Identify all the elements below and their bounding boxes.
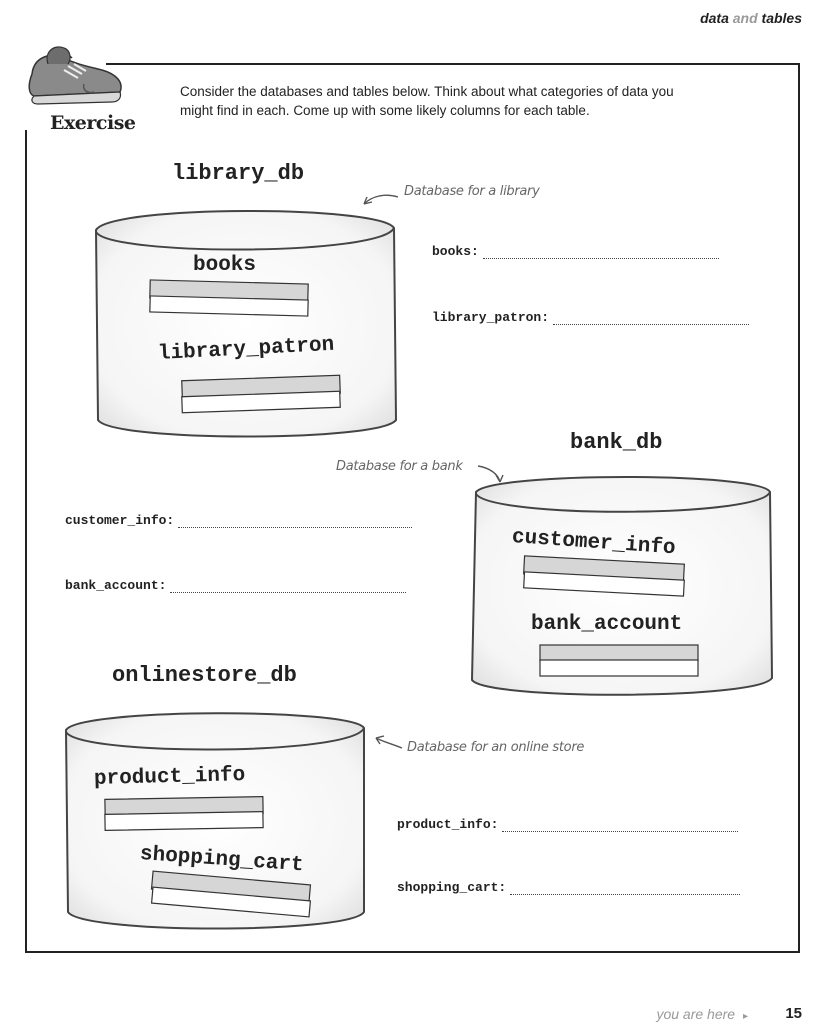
bank-account-answer-line[interactable] [170,580,407,593]
library-patron-answer-line[interactable] [553,312,750,325]
books-table-label: books [193,254,257,277]
books-columns-field: books: [432,244,719,259]
customer-info-answer-line[interactable] [178,515,413,528]
product-info-table-icon [104,796,264,831]
shopping-cart-field-label: shopping_cart: [397,880,507,895]
product-info-answer-line[interactable] [502,819,739,832]
books-field-label: books: [432,244,479,259]
onlinestore-db-title: onlinestore_db [112,663,297,688]
running-header: data and tables [700,10,802,26]
page-number: 15 [785,1005,802,1022]
sneaker-icon [28,46,122,105]
bank-db-note: Database for a bank [336,459,463,474]
header-word-data: data [700,10,729,26]
customer-info-field-label: customer_info: [65,513,175,528]
header-word-and: and [732,10,758,26]
exercise-label: Exercise [50,112,136,134]
triangle-right-icon: ▸ [742,1011,748,1022]
library-db-title: library_db [172,161,305,186]
customer-info-table-icon [523,555,685,597]
product-info-columns-field: product_info: [397,817,739,832]
library-patron-columns-field: library_patron: [432,310,750,325]
bank-account-field-label: bank_account: [65,578,167,593]
annotation-arrows [363,194,504,749]
books-answer-line[interactable] [482,246,719,259]
onlinestore-db-note: Database for an online store [407,740,585,755]
bank-account-table-label: bank_account [531,613,683,636]
header-word-tables: tables [761,10,802,26]
library-db-note: Database for a library [404,184,540,199]
library-patron-field-label: library_patron: [432,310,550,325]
books-table-icon [149,279,309,317]
you-are-here-text: you are here [656,1006,736,1022]
customer-info-columns-field: customer_info: [65,513,413,528]
shopping-cart-table-icon [150,870,312,918]
product-info-field-label: product_info: [397,817,499,832]
exercise-frame [25,63,800,953]
shopping-cart-answer-line[interactable] [510,882,741,895]
library-patron-table-icon [181,374,341,414]
shopping-cart-columns-field: shopping_cart: [397,880,741,895]
product-info-table-label: product_info [93,764,246,791]
bank-account-columns-field: bank_account: [65,578,407,593]
bank-account-table-icon [539,644,699,677]
bank-db-title: bank_db [570,430,663,455]
you-are-here-label: you are here ▸ [656,1006,748,1022]
exercise-instructions: Consider the databases and tables below.… [180,84,674,118]
